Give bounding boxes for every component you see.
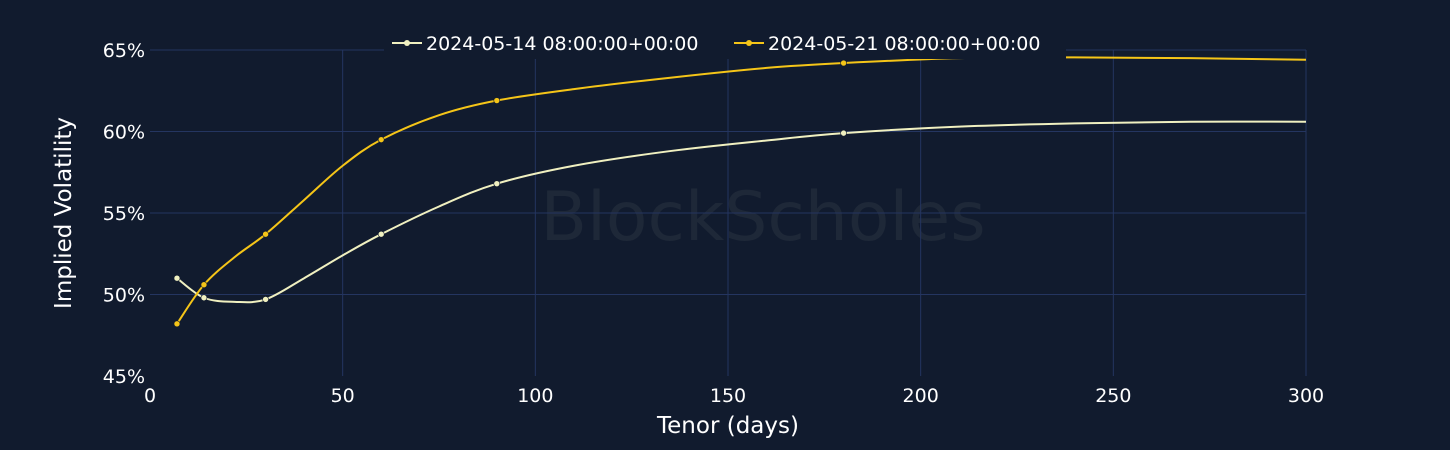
data-point (377, 136, 385, 143)
legend-label: 2024-05-21 08:00:00+00:00 (768, 33, 1040, 55)
data-point (173, 274, 181, 282)
y-tick-label: 55% (103, 203, 145, 225)
data-point (840, 59, 847, 67)
y-axis-title: Implied Volatility (51, 117, 77, 309)
axis-ticks: 0 50 100 150 200 250 300 45% 50% 55% 60% 65% (103, 40, 1324, 407)
legend-label: 2024-05-14 08:00:00+00:00 (426, 33, 698, 55)
x-axis-title: Tenor (days) (656, 413, 799, 439)
data-point (173, 320, 181, 328)
x-tick-label: 300 (1288, 385, 1324, 407)
data-point (493, 97, 501, 104)
series-1 (173, 120, 1306, 304)
data-point (262, 296, 269, 303)
data-point (377, 230, 385, 238)
data-point (262, 230, 269, 238)
data-point (200, 281, 208, 289)
x-tick-label: 50 (331, 385, 355, 407)
grid (150, 49, 1307, 376)
data-point (840, 129, 847, 137)
legend: 2024-05-14 08:00:00+00:00 2024-05-21 08:0… (384, 28, 1066, 59)
y-tick-label: 50% (103, 285, 145, 307)
y-tick-label: 65% (103, 40, 145, 62)
legend-swatch-marker (746, 40, 752, 46)
data-point (200, 294, 208, 302)
legend-swatch-marker (404, 40, 410, 46)
legend-item[interactable]: 2024-05-14 08:00:00+00:00 (392, 33, 698, 55)
x-tick-label: 100 (517, 385, 553, 407)
x-tick-label: 200 (903, 385, 939, 407)
y-tick-label: 60% (103, 122, 145, 144)
x-tick-label: 150 (710, 385, 746, 407)
y-tick-label: 45% (103, 366, 145, 388)
watermark: BlockScholes (540, 178, 985, 257)
x-tick-label: 0 (144, 385, 156, 407)
x-tick-label: 250 (1095, 385, 1131, 407)
data-point (493, 180, 501, 187)
legend-background (384, 28, 1066, 59)
legend-item[interactable]: 2024-05-21 08:00:00+00:00 (734, 33, 1040, 55)
